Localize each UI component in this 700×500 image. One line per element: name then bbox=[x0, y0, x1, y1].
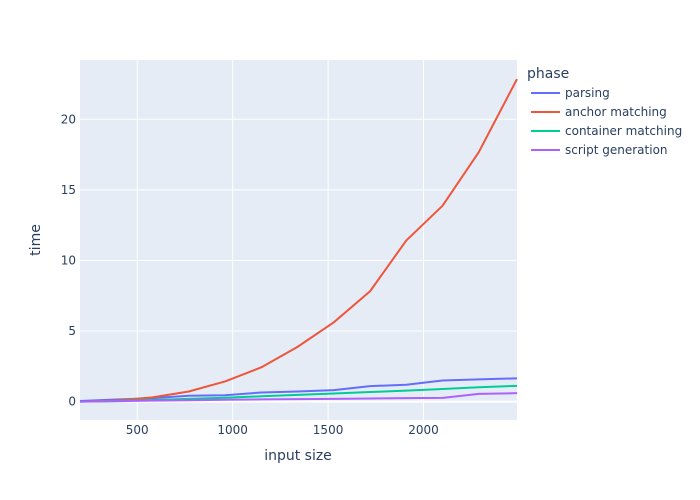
legend-items: parsing anchor matching container matching… bbox=[531, 86, 682, 157]
legend-item-container-matching[interactable]: container matching bbox=[531, 124, 682, 138]
y-tick-label: 0 bbox=[68, 395, 76, 409]
y-tick-label: 15 bbox=[61, 183, 76, 197]
legend[interactable]: phase parsing anchor matching container ma… bbox=[527, 66, 682, 157]
legend-label: container matching bbox=[565, 124, 682, 138]
y-tick-label: 10 bbox=[61, 253, 76, 267]
legend-item-script-generation[interactable]: script generation bbox=[531, 143, 668, 157]
series-lines bbox=[79, 78, 518, 403]
legend-item-anchor-matching[interactable]: anchor matching bbox=[531, 105, 667, 119]
legend-label: anchor matching bbox=[565, 105, 667, 119]
y-tick-label: 5 bbox=[68, 324, 76, 338]
y-tick-label: 20 bbox=[61, 112, 76, 126]
tick-labels: 500 1000 1500 2000 0 5 10 15 20 bbox=[61, 112, 439, 437]
x-tick-label: 1000 bbox=[217, 423, 248, 437]
series-line-anchor-matching bbox=[79, 78, 518, 403]
x-tick-label: 1500 bbox=[313, 423, 344, 437]
x-tick-label: 2000 bbox=[408, 423, 439, 437]
plot-area bbox=[80, 60, 517, 420]
x-axis-title: input size bbox=[264, 448, 332, 464]
series-line-script-generation bbox=[79, 392, 518, 403]
legend-title: phase bbox=[527, 66, 569, 82]
y-axis-title: time bbox=[28, 224, 44, 256]
x-tick-label: 500 bbox=[126, 423, 149, 437]
legend-label: script generation bbox=[565, 143, 668, 157]
legend-label: parsing bbox=[565, 86, 610, 100]
legend-item-parsing[interactable]: parsing bbox=[531, 86, 610, 100]
grid bbox=[80, 60, 517, 420]
